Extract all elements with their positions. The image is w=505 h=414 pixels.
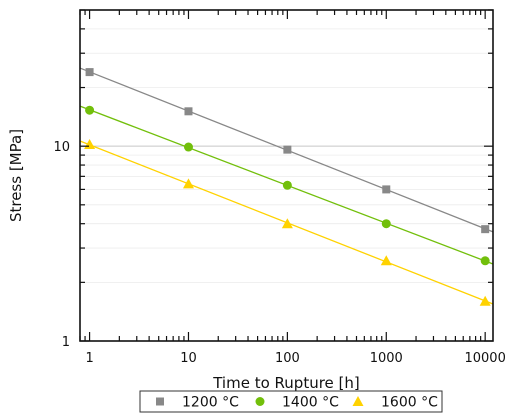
data-point bbox=[183, 142, 193, 152]
data-point bbox=[84, 139, 96, 150]
data-point bbox=[381, 219, 391, 229]
x-tick-label: 1 bbox=[85, 351, 93, 366]
series-circle bbox=[79, 105, 494, 266]
series-triangle bbox=[79, 139, 494, 306]
legend-marker bbox=[156, 397, 164, 406]
x-tick-label: 10000 bbox=[464, 351, 505, 366]
data-point bbox=[281, 218, 293, 229]
legend-label: 1400 °C bbox=[282, 395, 339, 411]
data-point bbox=[283, 145, 292, 154]
y-tick-label: 10 bbox=[53, 140, 70, 155]
legend-box bbox=[139, 390, 443, 413]
legend-marker bbox=[352, 396, 364, 406]
plot-area bbox=[79, 67, 494, 306]
data-point bbox=[479, 295, 491, 306]
data-point bbox=[382, 185, 391, 194]
legend-label: 1600 °C bbox=[381, 395, 438, 411]
data-point bbox=[85, 105, 95, 115]
data-point bbox=[282, 180, 292, 190]
data-point bbox=[184, 107, 193, 116]
plot-frame bbox=[79, 9, 494, 342]
y-axis-title: Stress [MPa] bbox=[7, 129, 25, 222]
legend: 1200 °C 1400 °C 1600 °C bbox=[139, 390, 443, 413]
legend-marker bbox=[255, 397, 265, 406]
legend-label: 1200 °C bbox=[182, 395, 239, 411]
x-tick-label: 1000 bbox=[370, 351, 403, 366]
y-tick-label: 1 bbox=[62, 335, 70, 350]
data-point bbox=[380, 255, 392, 266]
x-tick-label: 10 bbox=[180, 351, 197, 366]
series-square bbox=[79, 67, 494, 234]
x-axis-title: Time to Rupture [h] bbox=[212, 374, 360, 392]
data-point bbox=[182, 178, 194, 189]
axis-ticks bbox=[79, 9, 493, 342]
data-point bbox=[480, 256, 490, 266]
data-point bbox=[481, 225, 490, 234]
x-tick-label: 100 bbox=[275, 351, 300, 366]
grid-lines bbox=[80, 28, 493, 283]
tick-labels: 1 10 100 1000 10000 1 10 bbox=[53, 140, 505, 366]
data-point bbox=[85, 68, 94, 77]
